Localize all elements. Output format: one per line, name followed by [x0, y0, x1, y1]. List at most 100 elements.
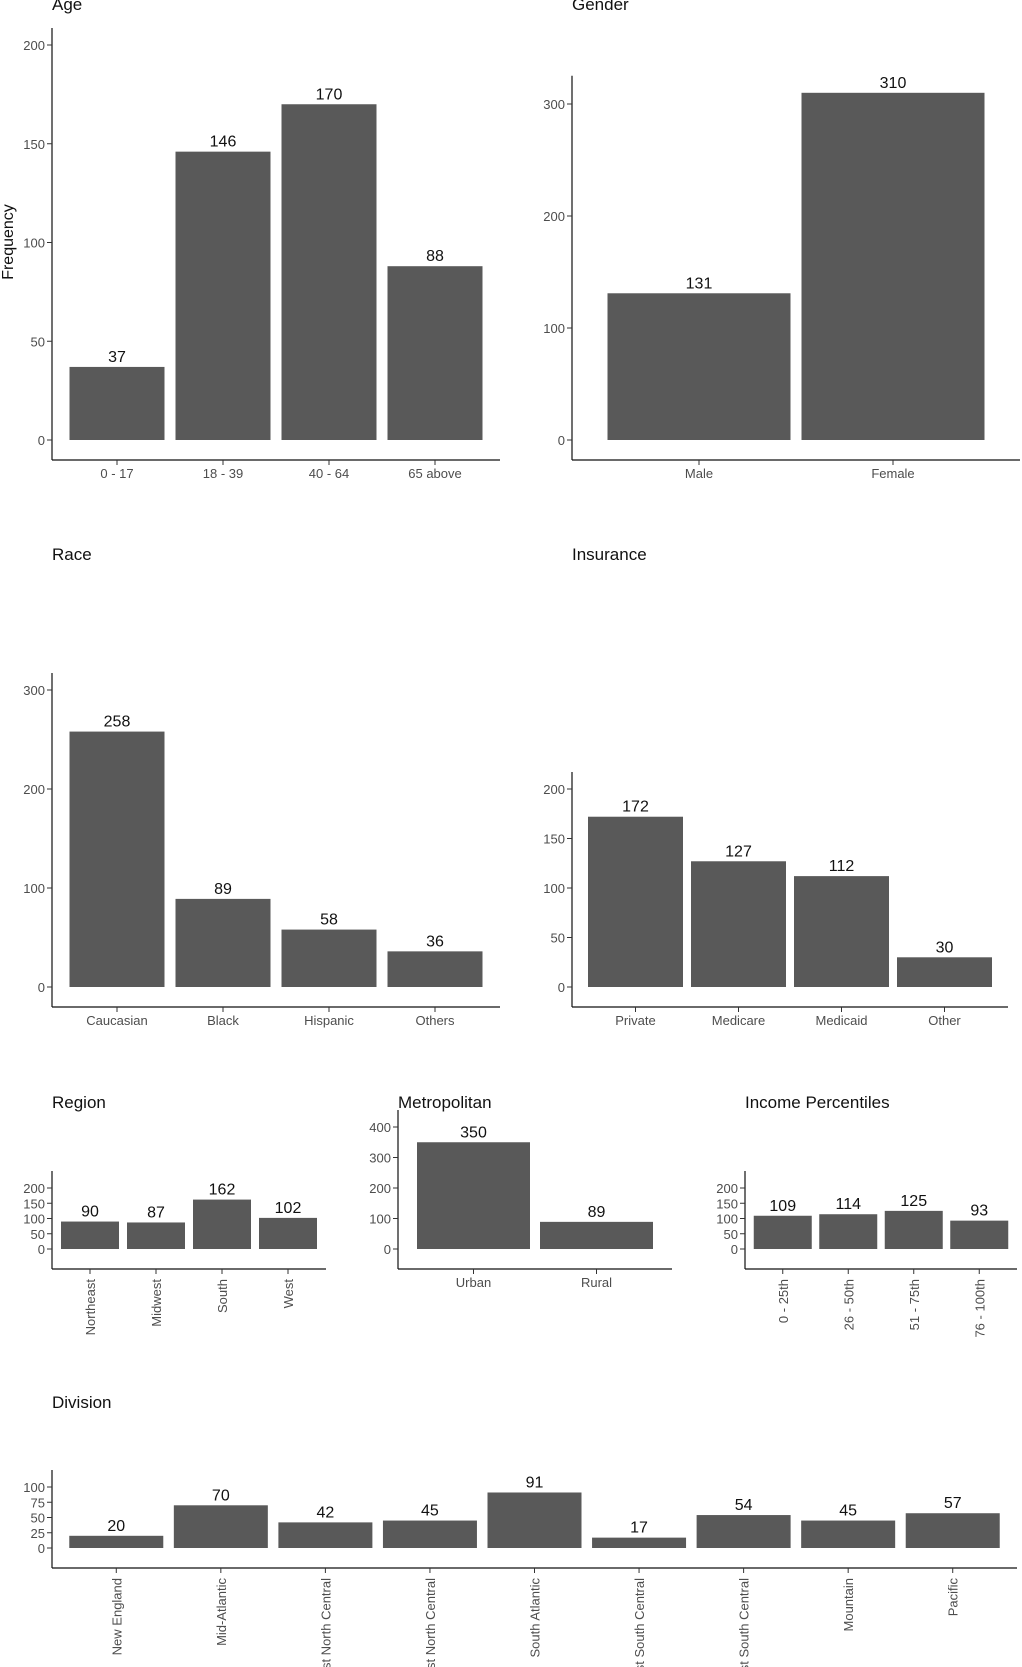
age-y-tick-label: 0	[38, 433, 45, 448]
division-bar	[592, 1537, 687, 1548]
division-bar	[696, 1515, 791, 1548]
age-y-tick-label: 100	[23, 236, 45, 251]
division-y-tick-label: 25	[31, 1526, 45, 1541]
insurance-y-tick-label: 150	[543, 832, 565, 847]
race-x-tick-label: Others	[415, 1013, 455, 1028]
region-x-tick-label: South	[215, 1279, 230, 1313]
division-bar	[173, 1505, 268, 1548]
metropolitan-y-tick-label: 400	[369, 1120, 391, 1135]
income-y-tick-label: 50	[724, 1227, 738, 1242]
region-bar	[193, 1199, 251, 1249]
race-x-tick-label: Black	[207, 1013, 239, 1028]
division-y-tick-label: 50	[31, 1511, 45, 1526]
division-data-label: 42	[316, 1504, 334, 1521]
division-x-tick-label: New England	[109, 1578, 124, 1655]
gender-bar	[801, 92, 985, 441]
region-y-tick-label: 50	[31, 1227, 45, 1242]
race-bar	[281, 929, 377, 987]
metropolitan-title: Metropolitan	[398, 1093, 492, 1112]
division-bar	[905, 1513, 1000, 1548]
race-y-tick-label: 300	[23, 683, 45, 698]
region-y-tick-label: 100	[23, 1212, 45, 1227]
age-title: Age	[52, 0, 82, 14]
insurance-y-tick-label: 50	[551, 931, 565, 946]
division-title: Division	[52, 1393, 112, 1412]
income-x-tick-label: 0 - 25th	[776, 1279, 791, 1323]
division-x-tick-label: Pacific	[946, 1578, 961, 1617]
insurance-data-label: 112	[829, 858, 855, 875]
race-y-tick-label: 0	[38, 980, 45, 995]
insurance-bar	[588, 816, 683, 987]
region-title: Region	[52, 1093, 106, 1112]
insurance-y-tick-label: 100	[543, 881, 565, 896]
metropolitan-y-tick-label: 200	[369, 1181, 391, 1196]
income-data-label: 125	[900, 1193, 927, 1210]
gender-y-tick-label: 0	[558, 433, 565, 448]
income-y-tick-label: 200	[716, 1181, 738, 1196]
division-bar	[487, 1492, 582, 1548]
income-x-tick-label: 26 - 50th	[841, 1279, 856, 1330]
insurance-x-tick-label: Private	[615, 1013, 655, 1028]
region-data-label: 90	[81, 1204, 99, 1221]
metropolitan-x-tick-label: Urban	[456, 1275, 491, 1290]
division-x-tick-label: East South Central	[632, 1578, 647, 1667]
race-chart: Race 0 100 200 300 258 Caucasian 89 Black 58 Hispa…	[23, 545, 500, 1028]
insurance-data-label: 127	[725, 843, 752, 860]
age-bar	[175, 151, 271, 440]
insurance-title: Insurance	[572, 545, 647, 564]
insurance-x-tick-label: Other	[928, 1013, 961, 1028]
division-y-tick-label: 100	[23, 1480, 45, 1495]
age-y-tick-label: 50	[31, 334, 45, 349]
division-x-tick-label: Mountain	[841, 1578, 856, 1631]
gender-x-tick-label: Female	[871, 466, 914, 481]
income-bar	[753, 1215, 812, 1249]
division-bar	[382, 1520, 477, 1548]
division-x-tick-label: Mid-Atlantic	[214, 1578, 229, 1646]
race-x-tick-label: Hispanic	[304, 1013, 354, 1028]
insurance-bar	[794, 876, 889, 987]
income-bar	[819, 1214, 878, 1249]
race-y-tick-label: 100	[23, 881, 45, 896]
division-x-tick-label: West North Central	[423, 1578, 438, 1667]
region-bar	[61, 1221, 119, 1249]
age-x-tick-label: 40 - 64	[309, 466, 349, 481]
income-bar	[884, 1210, 943, 1249]
income-y-tick-label: 150	[716, 1196, 738, 1211]
region-y-tick-label: 200	[23, 1181, 45, 1196]
insurance-chart: Insurance 0 50 100 150 200 172 Private 127 Medica…	[543, 545, 1008, 1028]
division-y-tick-label: 75	[31, 1495, 45, 1510]
region-x-tick-label: Midwest	[149, 1279, 164, 1327]
insurance-y-tick-label: 200	[543, 782, 565, 797]
division-data-label: 45	[839, 1503, 857, 1520]
age-x-tick-label: 18 - 39	[203, 466, 243, 481]
age-data-label: 37	[108, 349, 126, 366]
metropolitan-x-tick-label: Rural	[581, 1275, 612, 1290]
income-x-tick-label: 51 - 75th	[907, 1279, 922, 1330]
race-data-label: 58	[320, 912, 338, 929]
race-x-tick-label: Caucasian	[86, 1013, 147, 1028]
metropolitan-y-tick-label: 300	[369, 1151, 391, 1166]
race-bar	[387, 951, 483, 987]
income-data-label: 109	[769, 1198, 796, 1215]
race-title: Race	[52, 545, 92, 564]
age-bar	[281, 104, 377, 440]
insurance-bar	[691, 861, 786, 987]
age-y-tick-label: 200	[23, 38, 45, 53]
income-title: Income Percentiles	[745, 1093, 890, 1112]
income-data-label: 93	[970, 1203, 988, 1220]
gender-data-label: 131	[686, 275, 713, 292]
age-data-label: 170	[316, 86, 343, 103]
age-data-label: 88	[426, 248, 444, 265]
metropolitan-y-tick-label: 0	[384, 1242, 391, 1257]
age-x-tick-label: 65 above	[408, 466, 462, 481]
region-data-label: 87	[147, 1204, 165, 1221]
region-y-tick-label: 150	[23, 1196, 45, 1211]
insurance-y-tick-label: 0	[558, 980, 565, 995]
insurance-data-label: 172	[622, 799, 649, 816]
gender-chart: Gender 0 100 200 300 131 Male 310 Female	[543, 0, 1020, 481]
division-data-label: 70	[212, 1487, 230, 1504]
income-y-tick-label: 0	[731, 1242, 738, 1257]
race-y-tick-label: 200	[23, 782, 45, 797]
insurance-data-label: 30	[936, 939, 954, 956]
